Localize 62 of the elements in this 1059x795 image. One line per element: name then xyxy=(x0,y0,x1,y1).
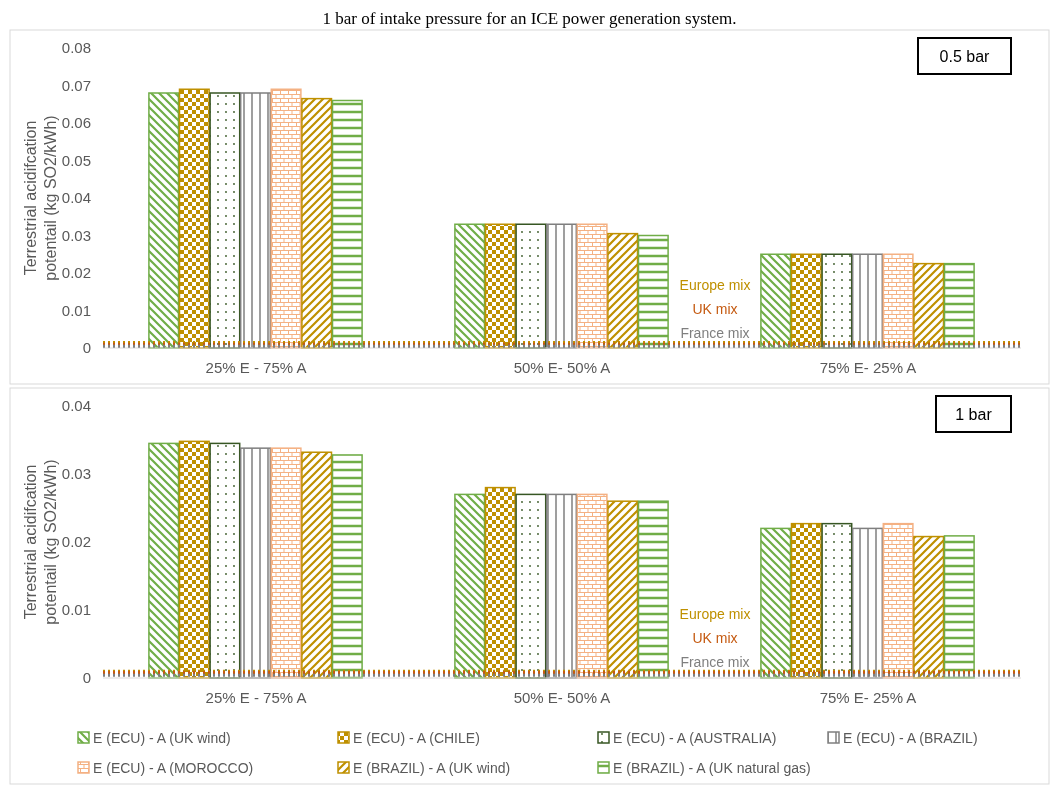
ref-line-label: Europe mix xyxy=(679,606,751,623)
ref-line-label: France mix xyxy=(680,325,750,342)
bar xyxy=(760,253,792,349)
x-tick-label: 25% E - 75% A xyxy=(205,359,307,376)
chart-title: 1 bar of intake pressure for an ICE power generation system. xyxy=(322,9,737,28)
bar xyxy=(821,253,853,349)
bar xyxy=(454,223,486,349)
legend-label: E (ECU) - A (AUSTRALIA) xyxy=(613,729,777,746)
bar xyxy=(148,442,180,679)
y-tick-label: 0.02 xyxy=(61,264,91,282)
y-tick-label: 0 xyxy=(82,339,91,357)
x-tick-label: 75% E- 25% A xyxy=(819,359,917,376)
y-axis-title: Terrestrial acidifcation potentail (kg SO2/kWh) xyxy=(22,459,59,625)
x-tick-label: 25% E - 75% A xyxy=(205,689,307,706)
bar xyxy=(943,262,975,349)
y-axis-title: Terrestrial acidifcation potentail (kg SO2/kWh) xyxy=(22,115,59,281)
legend-label: E (ECU) - A (MOROCCO) xyxy=(93,759,254,776)
bar xyxy=(148,92,180,349)
y-tick-label: 0.05 xyxy=(61,151,91,169)
y-tick-label: 0.07 xyxy=(61,76,91,94)
bar xyxy=(515,493,547,679)
bar xyxy=(637,500,669,679)
y-tick-label: 0.08 xyxy=(61,39,91,57)
bar xyxy=(882,522,914,679)
bar xyxy=(760,527,792,679)
ref-line-label: UK mix xyxy=(692,629,738,646)
bar xyxy=(331,454,363,679)
bar xyxy=(270,447,302,679)
bar xyxy=(576,223,608,349)
y-tick-label: 0 xyxy=(82,669,91,687)
y-tick-label: 0.01 xyxy=(61,301,91,319)
x-tick-label: 50% E- 50% A xyxy=(513,359,611,376)
y-tick-label: 0.02 xyxy=(61,533,91,551)
bar xyxy=(209,92,241,349)
bar xyxy=(331,99,363,349)
y-tick-label: 0.03 xyxy=(61,465,91,483)
bar xyxy=(943,535,975,679)
bar xyxy=(270,88,302,349)
annotation: 1 bar xyxy=(955,405,993,423)
ref-line-label: Europe mix xyxy=(679,277,751,294)
bar xyxy=(515,223,547,349)
legend-label: E (ECU) - A (UK wind) xyxy=(93,729,231,746)
bar xyxy=(576,493,608,679)
bar xyxy=(637,234,669,349)
ref-line-label: UK mix xyxy=(692,301,738,318)
annotation: 0.5 bar xyxy=(939,47,991,65)
bar xyxy=(882,253,914,349)
ref-line-label: France mix xyxy=(680,654,750,671)
y-tick-label: 0.04 xyxy=(61,189,91,207)
legend-label: E (BRAZIL) - A (UK wind) xyxy=(353,759,511,776)
y-tick-label: 0.04 xyxy=(61,397,91,415)
legend-label: E (BRAZIL) - A (UK natural gas) xyxy=(613,759,811,776)
bar xyxy=(454,493,486,679)
y-tick-label: 0.01 xyxy=(61,601,91,619)
bar xyxy=(209,442,241,679)
legend-label: E (ECU) - A (CHILE) xyxy=(353,729,480,746)
x-tick-label: 75% E- 25% A xyxy=(819,689,917,706)
legend-label: E (ECU) - A (BRAZIL) xyxy=(843,729,978,746)
x-tick-label: 50% E- 50% A xyxy=(513,689,611,706)
y-tick-label: 0.06 xyxy=(61,114,91,132)
y-tick-label: 0.03 xyxy=(61,226,91,244)
bar xyxy=(821,522,853,679)
